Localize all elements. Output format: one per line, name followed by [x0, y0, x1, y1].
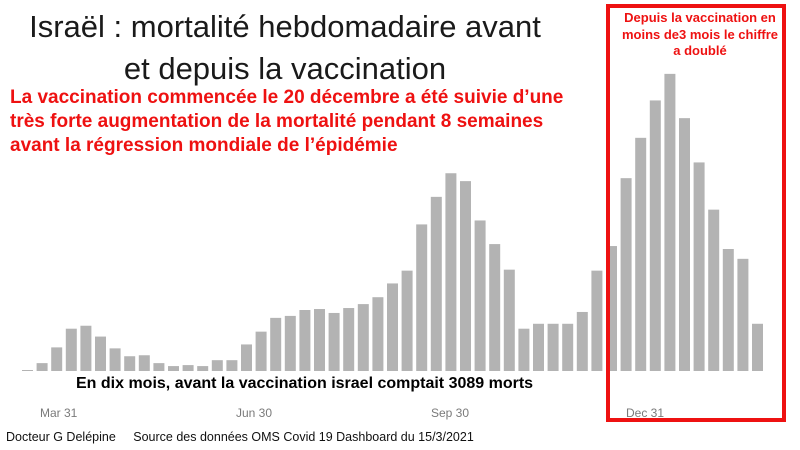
bar-week-11	[168, 366, 179, 371]
x-axis-ticks: Mar 31 Jun 30 Sep 30 Dec 31	[40, 406, 664, 420]
death-count-annotation: En dix mois, avant la vaccination israel…	[76, 375, 534, 392]
x-tick-label: Sep 30	[431, 406, 469, 420]
bar-week-7	[109, 348, 121, 371]
bar-week-15	[226, 360, 238, 371]
bar-week-28	[416, 224, 428, 371]
bar-week-33	[489, 244, 501, 371]
bar-week-32	[474, 220, 486, 371]
bar-week-23	[343, 308, 355, 371]
bar-week-8	[124, 356, 136, 371]
bar-week-47	[693, 162, 705, 371]
bar-week-14	[211, 360, 223, 371]
bar-week-35	[518, 328, 530, 371]
bar-week-27	[401, 270, 413, 371]
x-tick-label: Dec 31	[626, 406, 664, 420]
footer-author: Docteur G Delépine	[6, 430, 116, 444]
bars-group	[22, 73, 763, 371]
bar-week-44	[649, 100, 661, 371]
bar-week-37	[547, 323, 559, 371]
bar-week-31	[460, 181, 471, 371]
footer: Docteur G Delépine Source des données OM…	[6, 430, 474, 444]
bar-week-42	[620, 178, 632, 371]
bar-week-10	[153, 363, 165, 371]
bar-week-16	[241, 344, 252, 371]
bar-week-18	[270, 317, 282, 371]
bar-week-5	[80, 325, 92, 371]
bar-week-26	[387, 283, 398, 371]
bar-week-9	[138, 355, 150, 371]
bar-week-3	[51, 347, 63, 371]
bar-week-41	[606, 246, 617, 371]
bar-week-19	[284, 315, 296, 371]
bar-week-45	[664, 73, 676, 371]
footer-source: Source des données OMS Covid 19 Dashboar…	[133, 430, 474, 444]
bar-week-49	[722, 249, 734, 371]
bar-week-48	[708, 209, 720, 371]
bar-week-51	[752, 323, 763, 371]
bar-week-39	[576, 311, 588, 371]
x-tick-label: Jun 30	[236, 406, 272, 420]
x-tick-label: Mar 31	[40, 406, 78, 420]
bar-week-13	[197, 366, 209, 371]
vaccination-period-highlight	[606, 4, 786, 422]
bar-week-2	[36, 363, 48, 371]
bar-week-17	[255, 331, 267, 371]
bar-week-22	[328, 312, 340, 371]
bar-week-25	[372, 297, 384, 371]
chart-title: Israël : mortalité hebdomadaire avant et…	[29, 9, 541, 86]
bar-week-12	[182, 365, 194, 371]
bar-week-43	[635, 137, 647, 371]
bar-week-30	[445, 173, 457, 371]
bar-week-50	[737, 258, 749, 371]
bar-week-1	[22, 370, 33, 371]
bar-week-6	[95, 336, 106, 371]
bar-week-20	[299, 310, 311, 371]
bar-week-4	[65, 328, 77, 371]
bar-week-36	[533, 323, 544, 371]
bar-week-46	[679, 118, 690, 371]
vaccination-annotation: La vaccination commencée le 20 décembre …	[10, 87, 564, 156]
bar-week-24	[357, 304, 369, 371]
bar-week-21	[314, 309, 325, 371]
bar-week-34	[503, 269, 515, 371]
vaccination-box-annotation: Depuis la vaccination en moins de3 mois …	[621, 10, 779, 58]
bar-week-40	[591, 270, 603, 371]
bar-week-29	[430, 196, 442, 371]
bar-week-38	[562, 323, 574, 371]
